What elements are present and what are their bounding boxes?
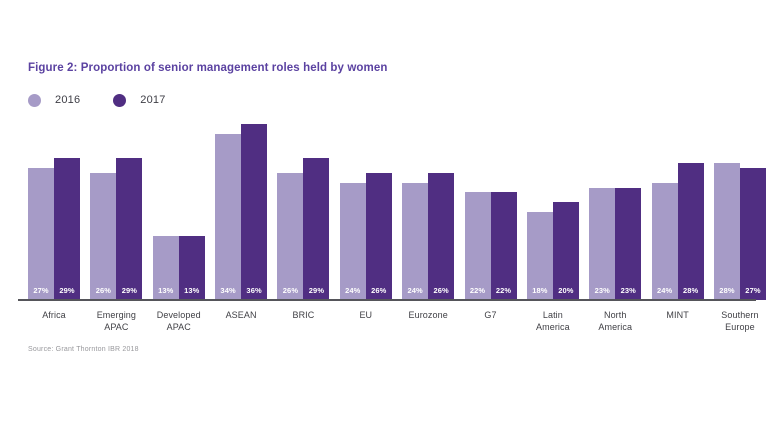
bar-value-label: 29% — [308, 286, 325, 295]
bar-group-eu: 24% 26% — [339, 124, 392, 300]
bar-value-label: 23% — [594, 286, 610, 295]
category-label-g7: G7 — [484, 310, 497, 320]
bar-2016-latin-america: 18% — [526, 212, 553, 300]
bar-2016-southern-europe: 28% — [713, 163, 740, 300]
bar-value-label: 34% — [220, 286, 236, 295]
bar-2016-g7: 22% — [464, 192, 491, 300]
bar-2017-bric: 29% — [303, 158, 330, 300]
legend-swatch-2017-icon — [113, 93, 127, 107]
bar-value-label: 28% — [682, 286, 699, 295]
category-label-mint: MINT — [666, 310, 689, 320]
bar-2017-africa: 29% — [54, 158, 80, 300]
bar-2017-developed-apac: 13% — [178, 236, 205, 300]
bar-2016-bric: 26% — [277, 172, 304, 300]
bar-value-label: 22% — [469, 286, 486, 295]
bar-value-label: 26% — [95, 286, 112, 295]
bar-2016-developed-apac: 13% — [152, 236, 179, 300]
chart-title: Figure 2: Proportion of senior managemen… — [28, 62, 388, 74]
bar-2017-north-america: 23% — [615, 187, 642, 300]
bar-group-asean: 34% 36% — [215, 124, 268, 300]
category-axis: Africa Emerging APAC Developed APAC ASEAN BR… — [28, 309, 766, 333]
category-label-eurozone: Eurozone — [408, 310, 448, 320]
bar-value-label: 13% — [158, 286, 174, 295]
bar-value-label: 22% — [495, 286, 512, 295]
bar-value-label: 29% — [121, 286, 138, 295]
bar-plot: 27% 29% 26% 29% 13% 13% 34% 36% 26% 29% 24% 26% 24% 2… — [28, 124, 766, 300]
category-label-eu: EU — [359, 310, 373, 320]
bar-group-developed-apac: 13% 13% — [152, 124, 205, 300]
category-label-north-america: North America — [598, 310, 633, 333]
legend-label-2016: 2016 — [55, 94, 81, 106]
category-label-africa: Africa — [42, 310, 66, 320]
bar-group-bric: 26% 29% — [277, 124, 330, 300]
bar-2016-eurozone: 24% — [402, 182, 429, 300]
bar-group-north-america: 23% 23% — [589, 124, 642, 300]
bar-2017-latin-america: 20% — [552, 202, 579, 300]
category-label-emerging-apac: Emerging APAC — [96, 310, 137, 333]
bar-2017-emerging-apac: 29% — [116, 158, 143, 300]
bar-group-latin-america: 18% 20% — [526, 124, 579, 300]
legend-item-2016: 2016 — [28, 93, 81, 107]
bar-value-label: 26% — [371, 286, 387, 295]
category-label-asean: ASEAN — [225, 310, 257, 320]
bar-2017-eurozone: 26% — [428, 172, 455, 300]
bar-value-label: 24% — [345, 286, 361, 295]
bar-group-southern-europe: 28% 27% — [713, 124, 766, 300]
bar-value-label: 36% — [246, 286, 262, 295]
bar-2017-asean: 36% — [241, 124, 268, 300]
bar-2017-southern-europe: 27% — [739, 168, 766, 300]
x-axis-line — [18, 299, 756, 301]
bar-value-label: 27% — [745, 286, 761, 295]
legend-item-2017: 2017 — [113, 93, 166, 107]
bar-2016-africa: 27% — [28, 168, 54, 300]
bar-value-label: 29% — [59, 286, 75, 295]
bar-value-label: 20% — [558, 286, 574, 295]
bar-value-label: 27% — [33, 286, 49, 295]
bar-2016-emerging-apac: 26% — [90, 172, 117, 300]
bar-group-emerging-apac: 26% 29% — [90, 124, 143, 300]
source-note: Source: Grant Thornton IBR 2018 — [28, 346, 139, 353]
bar-2017-mint: 28% — [677, 163, 704, 300]
bar-2017-eu: 26% — [365, 172, 392, 300]
category-label-bric: BRIC — [292, 310, 315, 320]
bar-value-label: 23% — [620, 286, 636, 295]
bar-value-label: 18% — [532, 286, 548, 295]
bar-value-label: 24% — [656, 286, 673, 295]
category-label-latin-america: Latin America — [536, 310, 570, 333]
bar-value-label: 13% — [184, 286, 200, 295]
legend: 2016 2017 — [28, 93, 166, 107]
bar-2016-asean: 34% — [215, 133, 242, 300]
bar-group-g7: 22% 22% — [464, 124, 517, 300]
bar-2017-g7: 22% — [490, 192, 517, 300]
bar-group-eurozone: 24% 26% — [402, 124, 455, 300]
bar-group-africa: 27% 29% — [28, 124, 80, 300]
bar-2016-eu: 24% — [339, 182, 366, 300]
bar-value-label: 26% — [433, 286, 449, 295]
bar-value-label: 24% — [407, 286, 423, 295]
legend-label-2017: 2017 — [140, 94, 166, 106]
category-label-southern-europe: Southern Europe — [721, 310, 759, 333]
bar-2016-mint: 24% — [651, 182, 678, 300]
category-label-developed-apac: Developed APAC — [156, 310, 201, 333]
bar-group-mint: 24% 28% — [651, 124, 704, 300]
bar-2016-north-america: 23% — [589, 187, 616, 300]
bar-value-label: 28% — [719, 286, 735, 295]
legend-swatch-2016-icon — [28, 93, 41, 107]
bar-value-label: 26% — [282, 286, 299, 295]
